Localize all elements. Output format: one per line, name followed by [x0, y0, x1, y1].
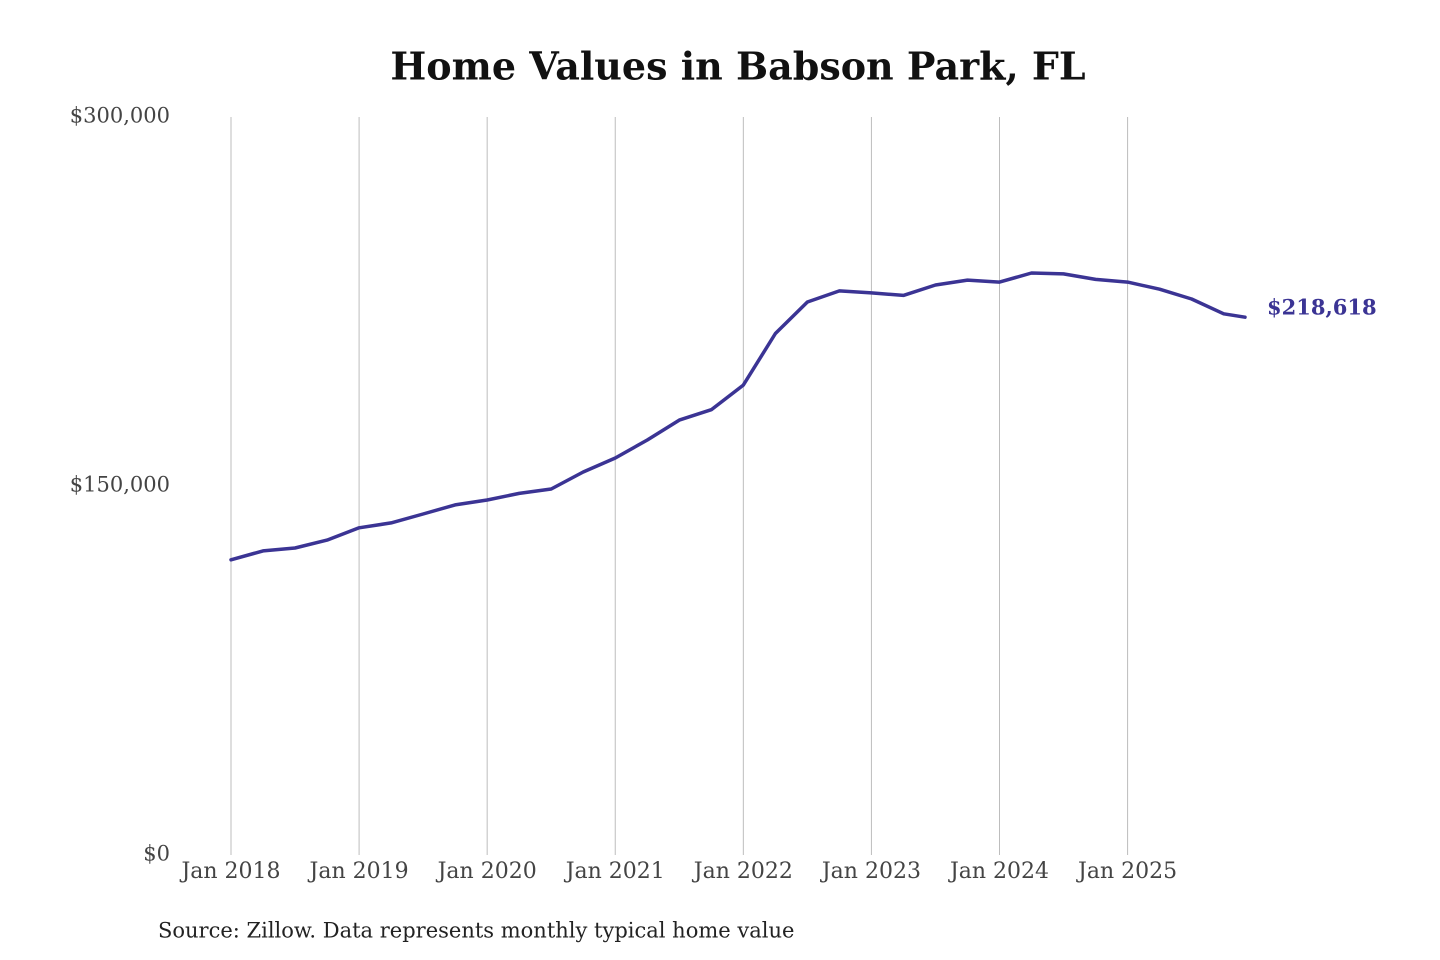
y-tick-label: $300,000 [70, 104, 170, 128]
source-note: Source: Zillow. Data represents monthly … [158, 919, 794, 943]
x-tick-label: Jan 2022 [692, 859, 793, 884]
value-label: $218,618 [1267, 295, 1377, 320]
x-tick-label: Jan 2020 [436, 859, 537, 884]
x-tick-label: Jan 2024 [948, 859, 1049, 884]
x-tick-label: Jan 2018 [179, 859, 280, 884]
y-tick-label: $150,000 [70, 473, 170, 497]
x-tick-label: Jan 2025 [1076, 859, 1177, 884]
x-tick-label: Jan 2021 [564, 859, 665, 884]
y-tick-label: $0 [143, 842, 170, 866]
x-tick-label: Jan 2023 [820, 859, 921, 884]
chart-title: Home Values in Babson Park, FL [390, 44, 1085, 89]
x-tick-label: Jan 2019 [308, 859, 409, 884]
line-series [229, 271, 1247, 562]
